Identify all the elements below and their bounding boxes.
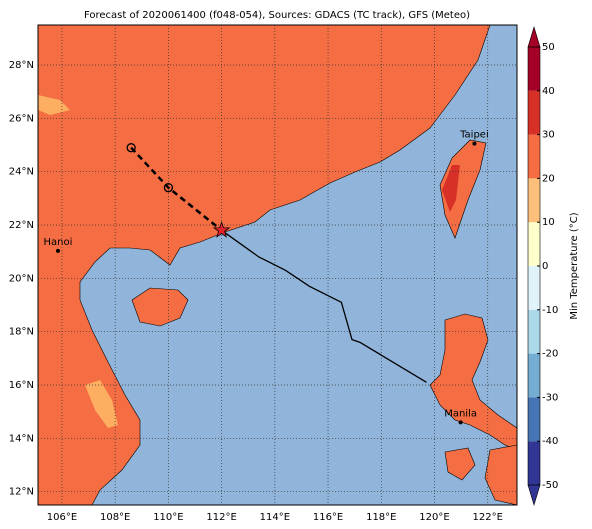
mainland <box>38 25 517 505</box>
y-tick-label: 18°N <box>9 327 34 338</box>
colorbar-band <box>528 309 540 354</box>
city-dot <box>55 248 60 253</box>
y-tick-label: 20°N <box>9 273 34 284</box>
colorbar-tick-label: 20 <box>542 173 555 184</box>
forecast-point <box>126 143 136 153</box>
colorbar-band <box>528 47 540 91</box>
current-position <box>212 221 231 238</box>
y-tick-label: 24°N <box>9 167 34 178</box>
title: Forecast of 2020061400 (f048-054), Sourc… <box>84 10 470 21</box>
colorbar-tick-label: 10 <box>542 217 555 228</box>
colorbar-tick-label: 0 <box>542 261 548 272</box>
colorbar-tick-label: -40 <box>542 436 558 447</box>
map-area: Hanoi Taipei Manila <box>38 25 517 505</box>
taiwan-warm <box>442 165 460 212</box>
y-tick-label: 28°N <box>9 60 34 71</box>
colorbar-band <box>528 266 540 310</box>
colorbar-extend-top <box>527 25 541 48</box>
x-tick-label: 112°E <box>206 512 236 523</box>
colorbar-band <box>528 134 540 179</box>
mindoro <box>444 447 476 481</box>
y-tick-label: 16°N <box>9 380 34 391</box>
colorbar-band <box>528 90 540 135</box>
warm-patch <box>85 380 118 428</box>
colorbar-tick-label: 40 <box>542 86 555 97</box>
city-label: Taipei <box>459 130 489 141</box>
y-tick-label: 26°N <box>9 113 34 124</box>
x-tick-label: 110°E <box>153 512 183 523</box>
x-tick-label: 106°E <box>47 512 77 523</box>
x-tick-label: 116°E <box>313 512 343 523</box>
y-tick-label: 12°N <box>9 487 34 498</box>
visayas <box>484 444 517 505</box>
city-label: Hanoi <box>44 237 73 248</box>
y-tick-label: 22°N <box>9 220 34 231</box>
colorbar-extend-bottom <box>527 484 541 507</box>
observed-track <box>221 229 427 383</box>
colorbar-tick-label: 30 <box>542 130 555 141</box>
colorbar-label: Min Temperature (°C) <box>569 212 580 319</box>
x-tick-label: 114°E <box>260 512 290 523</box>
colorbar-band <box>528 222 540 266</box>
forecast-track <box>130 146 223 232</box>
colorbar-band <box>528 178 540 223</box>
hainan <box>131 287 189 327</box>
colorbar-tick-label: -10 <box>542 305 558 316</box>
x-tick-label: 122°E <box>473 512 503 523</box>
forecast-point <box>163 183 174 193</box>
city-dot <box>472 141 477 146</box>
colorbar-band <box>528 397 540 442</box>
colorbar-tick-label: 50 <box>542 42 555 53</box>
colorbar-tick-label: -20 <box>542 349 558 360</box>
map-frame <box>37 24 518 506</box>
x-tick-label: 118°E <box>366 512 396 523</box>
city-dot <box>458 420 463 425</box>
city-label: Manila <box>444 408 477 419</box>
taiwan <box>439 139 487 239</box>
colorbar-tick-label: -30 <box>542 392 558 403</box>
x-tick-label: 120°E <box>419 512 449 523</box>
x-tick-label: 108°E <box>100 512 130 523</box>
colorbar-tick-label: -50 <box>542 480 558 491</box>
colorbar-band <box>528 353 540 398</box>
y-tick-label: 14°N <box>9 433 34 444</box>
colorbar-band <box>528 441 540 485</box>
